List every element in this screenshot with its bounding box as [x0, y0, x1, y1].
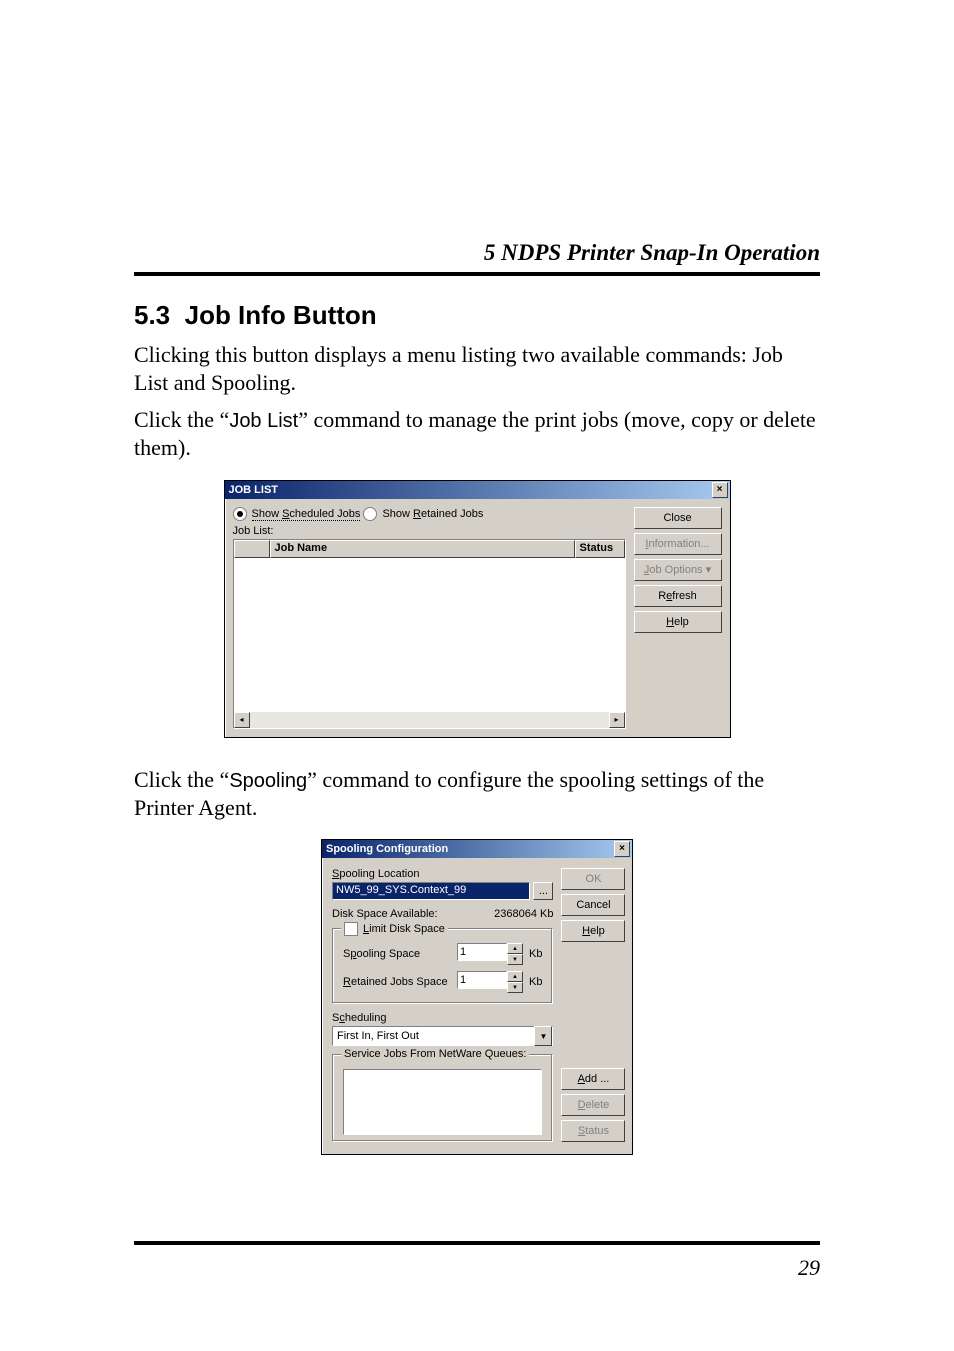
refresh-button[interactable]: Refresh [634, 585, 722, 607]
retained-space-label: Retained Jobs Space [343, 976, 451, 988]
help-button[interactable]: Help [634, 611, 722, 633]
spooling-location-input[interactable]: NW5_99_SYS.Context_99 [332, 882, 530, 900]
spin-up-icon[interactable]: ▲ [507, 943, 523, 954]
spin-up-icon[interactable]: ▲ [507, 971, 523, 982]
spooling-titlebar[interactable]: Spooling Configuration × [322, 840, 632, 858]
text-fragment: Click the “ [134, 407, 229, 432]
section-heading: 5.3 Job Info Button [134, 300, 820, 331]
netware-queues-list[interactable] [343, 1069, 542, 1135]
joblist-title: JOB LIST [229, 484, 279, 496]
joblist-dialog: JOB LIST × Show Scheduled Jobs Show Reta… [224, 480, 731, 738]
paragraph-joblist: Click the “Job List” command to manage t… [134, 406, 820, 462]
ok-button[interactable]: OK [561, 868, 625, 890]
column-header-blank[interactable] [234, 540, 270, 558]
netware-queues-label: Service Jobs From NetWare Queues: [341, 1048, 529, 1060]
cmd-joblist: Job List [229, 410, 298, 432]
disk-available-label: Disk Space Available: [332, 908, 438, 920]
close-button[interactable]: Close [634, 507, 722, 529]
disk-available-value: 2368064 Kb [494, 908, 553, 920]
column-header-status[interactable]: Status [575, 540, 625, 558]
spooling-space-input[interactable] [457, 943, 507, 961]
joblist-label: Job List: [233, 525, 626, 537]
scroll-track[interactable] [250, 712, 609, 728]
browse-button[interactable]: ... [533, 882, 553, 900]
cmd-spooling: Spooling [229, 770, 307, 792]
help-button[interactable]: Help [561, 920, 625, 942]
limit-disk-space-checkbox[interactable]: Limit Disk Space [341, 922, 448, 939]
spin-down-icon[interactable]: ▼ [507, 982, 523, 993]
section-number: 5.3 [134, 300, 170, 330]
spooling-location-label: Spooling Location [332, 868, 553, 880]
scheduling-select[interactable]: First In, First Out ▼ [332, 1026, 553, 1046]
add-button[interactable]: Add ... [561, 1068, 625, 1090]
netware-queues-group: Service Jobs From NetWare Queues: [332, 1054, 553, 1142]
scheduling-value: First In, First Out [333, 1030, 534, 1042]
column-header-jobname[interactable]: Job Name [270, 540, 575, 558]
spooling-title: Spooling Configuration [326, 843, 448, 855]
limit-disk-space-group: Limit Disk Space Spooling Space ▲▼ Kb Re… [332, 928, 553, 1004]
scheduling-label: Scheduling [332, 1012, 553, 1024]
radio-show-retained[interactable]: Show Retained Jobs [363, 507, 483, 521]
close-icon[interactable]: × [712, 482, 728, 498]
horizontal-scrollbar[interactable]: ◂ ▸ [234, 712, 625, 728]
checkbox-icon [344, 922, 358, 936]
cancel-button[interactable]: Cancel [561, 894, 625, 916]
paragraph-spooling: Click the “Spooling” command to configur… [134, 766, 820, 822]
text-fragment: Click the “ [134, 767, 229, 792]
joblist-titlebar[interactable]: JOB LIST × [225, 481, 730, 499]
information-button[interactable]: Information... [634, 533, 722, 555]
job-options-button[interactable]: Job Options ▾ [634, 559, 722, 581]
page-number: 29 [134, 1255, 820, 1281]
footer-rule [134, 1241, 820, 1245]
close-icon[interactable]: × [614, 841, 630, 857]
kb-suffix: Kb [529, 948, 542, 960]
delete-button[interactable]: Delete [561, 1094, 625, 1116]
chevron-down-icon[interactable]: ▼ [534, 1026, 552, 1046]
spooling-space-stepper[interactable]: ▲▼ [457, 943, 523, 965]
retained-space-input[interactable] [457, 971, 507, 989]
paragraph-intro: Clicking this button displays a menu lis… [134, 341, 820, 396]
joblist-body[interactable] [234, 558, 625, 712]
running-header: 5 NDPS Printer Snap-In Operation [134, 240, 820, 266]
retained-space-stepper[interactable]: ▲▼ [457, 971, 523, 993]
section-title: Job Info Button [185, 300, 377, 330]
radio-dot-icon [363, 507, 377, 521]
spooling-dialog: Spooling Configuration × Spooling Locati… [321, 839, 633, 1155]
spin-down-icon[interactable]: ▼ [507, 954, 523, 965]
spooling-space-label: Spooling Space [343, 948, 451, 960]
radio-show-scheduled[interactable]: Show Scheduled Jobs [233, 507, 361, 521]
scroll-left-icon[interactable]: ◂ [234, 712, 250, 728]
kb-suffix: Kb [529, 976, 542, 988]
header-rule [134, 272, 820, 276]
scroll-right-icon[interactable]: ▸ [609, 712, 625, 728]
status-button[interactable]: Status [561, 1120, 625, 1142]
radio-dot-icon [233, 507, 247, 521]
joblist-table[interactable]: Job Name Status ◂ ▸ [233, 539, 626, 729]
